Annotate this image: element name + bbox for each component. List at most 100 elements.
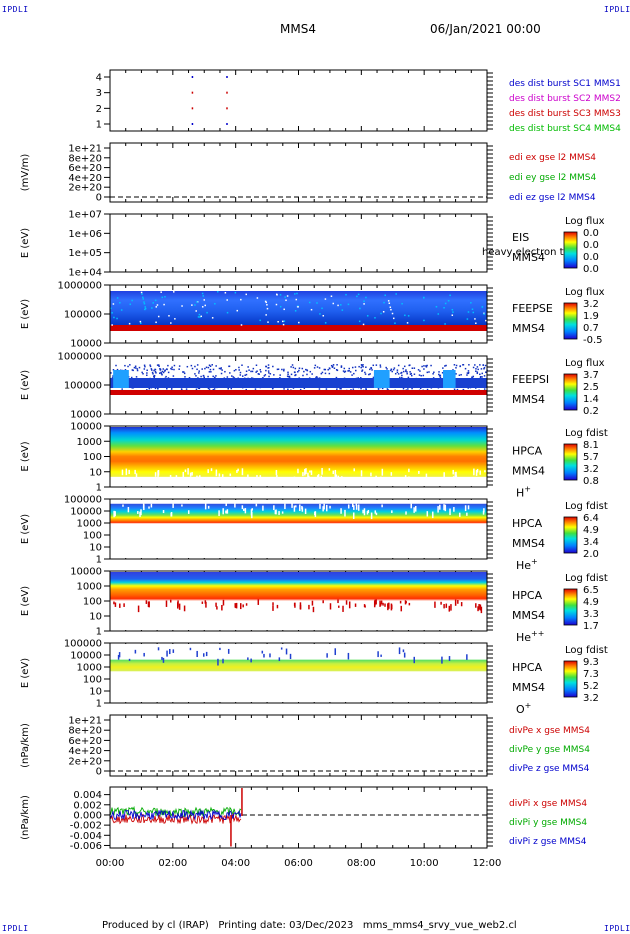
colorbar-tick-label: 1.9 [583, 311, 599, 322]
feepsi-speckle [265, 369, 267, 372]
feepse-speckle [129, 303, 132, 306]
feepsi-speckle [220, 367, 222, 369]
feepsi-speckle [386, 368, 388, 370]
hpca-fringe [289, 653, 292, 660]
feepsi-speckle [475, 370, 477, 372]
feepsi-speckle [351, 366, 354, 369]
feepse-speckle [128, 322, 131, 325]
feepsi-speckle [251, 370, 254, 373]
feepsi-speckle [272, 365, 274, 368]
feepsi-speckle [353, 372, 355, 375]
feepsi-speckle [198, 372, 200, 374]
feepsi-speckle [194, 373, 196, 375]
hpca-fringe [128, 469, 130, 475]
hpca-fringe [293, 602, 296, 606]
hpca-fringe [148, 506, 150, 509]
hpca-fringe [134, 649, 137, 654]
hpca-fringe [466, 654, 468, 660]
feepsi-speckle [143, 368, 146, 370]
feepsi-speckle [297, 371, 299, 373]
feepse-speckle [140, 291, 143, 294]
feepsi-speckle [178, 368, 180, 370]
feepse-speckle [390, 308, 392, 311]
feepsi-speckle [111, 377, 114, 379]
legend-entry: divPe x gse MMS4 [509, 726, 590, 736]
feepsi-speckle [482, 364, 485, 366]
feepsi-speckle [336, 388, 338, 390]
feepsi-speckle [138, 366, 141, 369]
feepsi-speckle [161, 370, 164, 373]
feepsi-speckle [301, 367, 304, 370]
feepse-speckle [363, 303, 365, 305]
hpca-fringe [374, 510, 377, 514]
feepsi-speckle [264, 374, 267, 376]
feepsi-speckle [200, 375, 202, 378]
hpca-fringe [440, 601, 442, 605]
feepsi-speckle [245, 373, 248, 376]
y-tick-label-feepse: 10000 [70, 339, 102, 350]
feepse-speckle [202, 295, 204, 297]
feepsi-speckle [268, 372, 270, 374]
feepsi-speckle [288, 375, 291, 378]
feepse-speckle [383, 301, 385, 304]
hpca-fringe [345, 600, 348, 605]
legend-entry: divPi x gse MMS4 [509, 799, 587, 809]
side-labels-feepsi: FEEPSI MMS4 [512, 373, 549, 406]
colorbar-tick-label: 4.9 [583, 597, 599, 608]
feepse-speckle [152, 302, 154, 304]
feepsi-speckle [476, 372, 479, 375]
hpca-fringe [338, 605, 340, 608]
hpca-fringe [402, 649, 405, 653]
hpca-fringe [221, 474, 224, 479]
hpca-fringe [113, 601, 115, 605]
y-tick-label-eis: 1e+04 [68, 268, 102, 279]
feepsi-speckle [481, 372, 483, 375]
feepsi-speckle [255, 371, 257, 373]
feepsi-speckle [410, 372, 412, 375]
feepse-speckle [282, 320, 284, 323]
panel-border-hpca_h [109, 425, 488, 488]
feepse-speckle [324, 298, 327, 300]
feepsi-speckle [316, 376, 318, 378]
feepsi-speckle [483, 388, 486, 390]
hpca-fringe [314, 479, 317, 484]
feepsi-speckle [245, 388, 247, 391]
feepsi-speckle [271, 387, 274, 390]
colorbar-tick-label: 4.9 [583, 525, 599, 536]
feepsi-speckle [303, 370, 305, 373]
hpca-fringe [263, 653, 265, 658]
feepse-speckle [120, 309, 123, 311]
feepsi-speckle [166, 387, 168, 390]
feepse-speckle [154, 299, 157, 302]
feepse-speckle [144, 307, 147, 310]
feepse-speckle [481, 306, 484, 308]
spacecraft-label: MMS4 [512, 251, 545, 264]
hpca-fringe [357, 504, 360, 511]
hpca-fringe [199, 475, 201, 480]
feepsi-speckle [332, 364, 335, 366]
feepse-speckle [322, 315, 325, 317]
feepsi-speckle [411, 367, 414, 369]
hpca-fringe [125, 468, 128, 476]
feepsi-speckle [421, 365, 423, 368]
feepsi-speckle [479, 376, 482, 378]
hpca-fringe [189, 647, 192, 651]
legend-divpi: divPi x gse MMS4 divPi y gse MMS4 divPi z … [509, 799, 587, 847]
feepsi-speckle [386, 388, 389, 390]
feepse-speckle [201, 306, 204, 308]
feepsi-speckle [231, 375, 233, 377]
hpca-fringe [380, 476, 382, 479]
feepsi-speckle [479, 373, 481, 376]
legend-burst: des dist burst SC1 MMS1 des dist burst SC… [509, 79, 621, 134]
hpca-fringe [469, 480, 472, 487]
feepse-speckle [256, 297, 259, 299]
spacecraft-label: MMS4 [512, 609, 545, 622]
feepsi-speckle [267, 364, 270, 366]
colorbar-tick-label: 5.2 [583, 681, 599, 692]
panel-border-feepse [109, 284, 488, 344]
feepsi-speckle [273, 374, 275, 376]
